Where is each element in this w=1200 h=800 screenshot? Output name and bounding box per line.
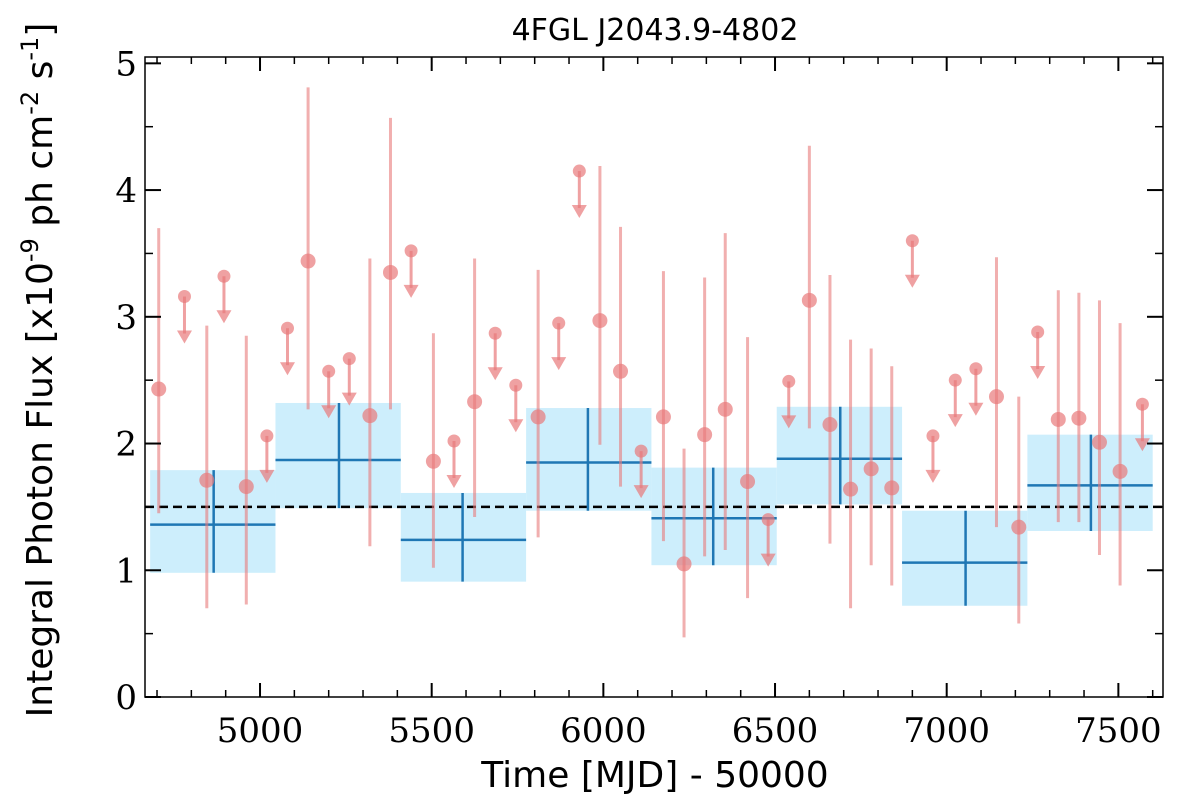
x-tick-label: 6500 <box>732 711 819 751</box>
y-axis-title: Integral Photon Flux [x10-9 ph cm-2 s-1] <box>16 23 61 718</box>
upper-limit-point <box>572 164 586 178</box>
detection-point <box>843 481 859 497</box>
upper-limit-arrow-head <box>216 310 232 324</box>
plot-frame <box>144 56 1164 698</box>
bin-bands <box>150 402 1153 606</box>
x-tick-label: 7000 <box>903 711 990 751</box>
upper-limit-arrow-head <box>259 469 275 483</box>
upper-limit-arrow-head <box>508 419 524 433</box>
x-tick-label: 5000 <box>217 711 304 751</box>
detection-point <box>1071 410 1087 426</box>
upper-limit-point <box>217 269 231 283</box>
upper-limit-point <box>488 326 502 340</box>
x-axis-ticks: 5000 5500 6000 6500 7000 7500 <box>156 57 1162 751</box>
chart-title: 4FGL J2043.9-4802 <box>512 13 799 48</box>
upper-limit-point <box>926 429 940 443</box>
y-tick-label: 1 <box>115 551 137 591</box>
upper-limit-point <box>782 374 796 388</box>
detection-point <box>238 479 254 495</box>
upper-limit-point <box>634 444 648 458</box>
detection-point <box>1011 519 1027 535</box>
upper-limit-point <box>1031 325 1045 339</box>
upper-limits-layer <box>176 164 1150 567</box>
x-tick-label: 6000 <box>560 711 647 751</box>
detection-point <box>655 409 671 425</box>
upper-limit-point <box>1135 397 1149 411</box>
detection-point <box>300 253 316 269</box>
upper-limit-arrow-head <box>1030 366 1046 380</box>
detection-point <box>740 474 756 490</box>
y-axis-ticks: 0 1 2 3 4 5 <box>115 44 1163 718</box>
upper-limit-point <box>969 362 983 376</box>
upper-limit-arrow-head <box>551 357 567 371</box>
detection-point <box>1112 463 1128 479</box>
x-axis-title: Time [MJD] - 50000 <box>480 755 828 796</box>
upper-limit-point <box>177 290 191 304</box>
detection-point <box>697 427 713 443</box>
upper-limit-arrow-head <box>760 553 776 567</box>
upper-limit-arrow-head <box>1134 438 1150 452</box>
binned-flux-layer <box>150 402 1153 606</box>
detection-point <box>801 292 817 308</box>
upper-limit-arrow-head <box>925 469 941 483</box>
detection-point <box>382 264 398 280</box>
upper-limit-point <box>905 234 919 248</box>
detection-point <box>988 389 1004 405</box>
upper-limit-arrow-head <box>279 362 295 376</box>
detections-layer <box>151 87 1128 638</box>
y-tick-label: 2 <box>115 425 137 465</box>
upper-limit-point <box>260 429 274 443</box>
upper-limit-arrow-head <box>947 414 963 428</box>
y-tick-label: 3 <box>115 298 137 338</box>
detection-point <box>362 408 378 424</box>
upper-limit-arrow-head <box>321 405 337 419</box>
upper-limit-point <box>447 434 461 448</box>
detection-point <box>613 363 629 379</box>
detection-point <box>1091 434 1107 450</box>
detection-point <box>884 480 900 496</box>
detection-point <box>1050 411 1066 427</box>
x-tick-label: 7500 <box>1075 711 1162 751</box>
y-tick-label: 5 <box>115 44 137 84</box>
upper-limit-point <box>280 321 294 335</box>
upper-limit-arrow-head <box>968 402 984 416</box>
detection-point <box>863 461 879 477</box>
upper-limit-point <box>342 352 356 366</box>
upper-limit-arrow-head <box>341 392 357 406</box>
detection-point <box>822 417 838 433</box>
upper-limit-arrow-head <box>176 330 192 344</box>
detection-point <box>676 556 692 572</box>
detection-point <box>199 472 215 488</box>
upper-limit-arrow-head <box>781 415 797 429</box>
detection-point <box>151 381 167 397</box>
upper-limit-arrow-head <box>487 367 503 381</box>
upper-limit-point <box>948 373 962 387</box>
detection-point <box>717 401 733 417</box>
upper-limit-arrow-head <box>904 274 920 288</box>
upper-limit-point <box>404 244 418 258</box>
axes-frame <box>144 56 1164 698</box>
detection-point <box>592 313 608 329</box>
detection-point <box>425 453 441 469</box>
x-tick-label: 5500 <box>388 711 475 751</box>
upper-limit-arrow-head <box>446 475 462 488</box>
upper-limit-point <box>761 513 775 527</box>
upper-limit-point <box>322 364 336 378</box>
upper-limit-arrow-head <box>571 205 587 219</box>
detection-point <box>467 394 483 410</box>
upper-limit-arrow-head <box>403 284 419 298</box>
upper-limit-arrow-head <box>633 485 649 499</box>
upper-limit-point <box>552 316 566 330</box>
y-tick-label: 4 <box>115 171 137 211</box>
detection-point <box>530 409 546 425</box>
upper-limit-point <box>509 378 523 392</box>
y-tick-label: 0 <box>115 678 137 718</box>
